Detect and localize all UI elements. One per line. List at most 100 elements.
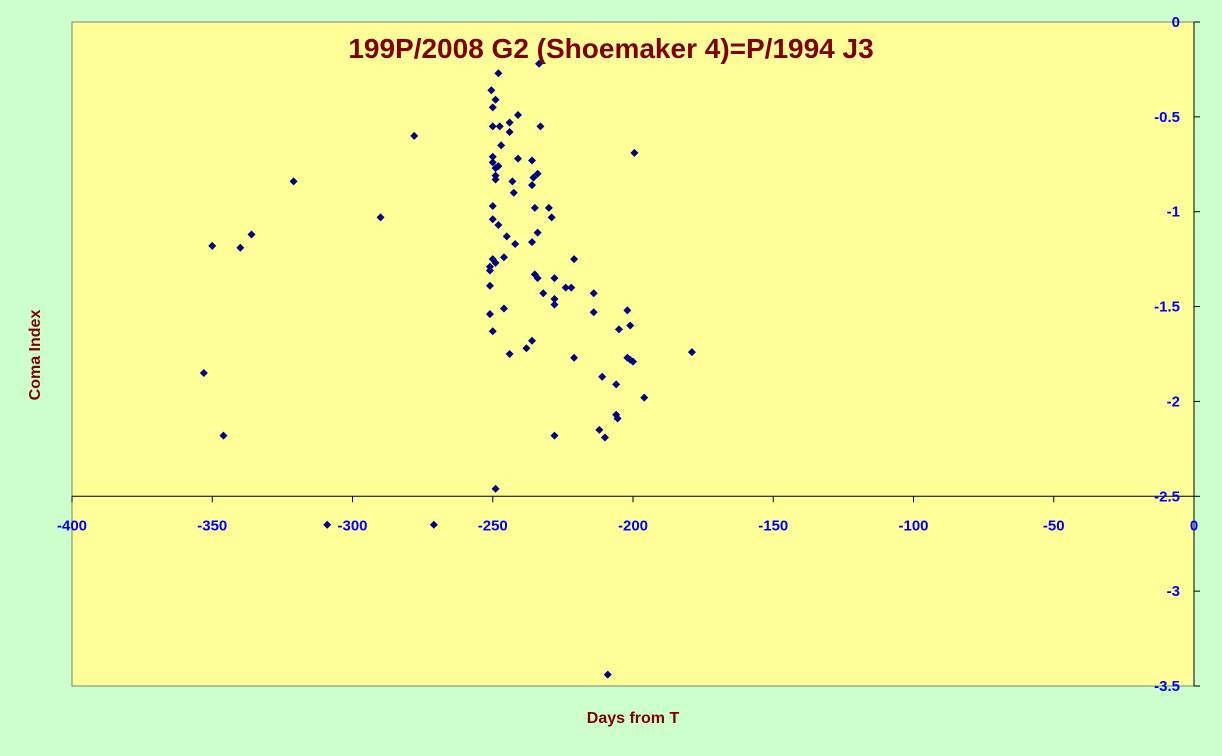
data-point bbox=[570, 353, 579, 362]
y-tick-label: -2.5 bbox=[1154, 488, 1180, 505]
x-tick-label: 0 bbox=[1190, 517, 1198, 534]
y-ticks: 0 -0.5 -1 -1.5 -2 -2.5 -3 -3.5 bbox=[1154, 14, 1200, 695]
data-point bbox=[533, 228, 542, 237]
x-tick-label: -50 bbox=[1043, 517, 1065, 534]
data-point bbox=[505, 128, 514, 137]
data-point bbox=[236, 243, 245, 252]
y-tick-label: -1.5 bbox=[1154, 299, 1180, 316]
data-point bbox=[550, 294, 559, 303]
data-point bbox=[533, 169, 542, 178]
data-point bbox=[544, 203, 553, 212]
data-point bbox=[687, 348, 696, 357]
data-point bbox=[488, 103, 497, 112]
data-point bbox=[522, 344, 531, 353]
data-points bbox=[199, 59, 696, 679]
data-point bbox=[488, 327, 497, 336]
data-point bbox=[614, 325, 623, 334]
data-point bbox=[487, 86, 496, 95]
data-point bbox=[536, 122, 545, 131]
x-tick-label: -350 bbox=[197, 517, 227, 534]
data-point bbox=[488, 152, 497, 161]
data-point bbox=[485, 310, 494, 319]
x-tick-label: -400 bbox=[57, 517, 87, 534]
data-point bbox=[497, 141, 506, 150]
data-point bbox=[488, 202, 497, 211]
x-tick-label: -300 bbox=[337, 517, 367, 534]
data-point bbox=[629, 357, 637, 366]
chart-title: 199P/2008 G2 (Shoemaker 4)=P/1994 J3 bbox=[348, 33, 873, 64]
data-point bbox=[626, 321, 635, 330]
y-tick-label: -2 bbox=[1167, 393, 1180, 410]
data-point bbox=[528, 156, 537, 165]
data-point bbox=[488, 215, 497, 224]
data-point bbox=[491, 175, 500, 184]
y-tick-label: 0 bbox=[1172, 14, 1180, 31]
data-point bbox=[550, 431, 559, 440]
data-point bbox=[567, 283, 576, 292]
data-point bbox=[247, 230, 256, 239]
data-point bbox=[494, 162, 503, 171]
data-point bbox=[491, 258, 500, 267]
y-tick-label: -3 bbox=[1167, 583, 1180, 600]
x-tick-label: -100 bbox=[898, 517, 928, 534]
data-point bbox=[508, 177, 517, 186]
data-point bbox=[528, 336, 537, 345]
data-point bbox=[499, 253, 508, 262]
data-point bbox=[505, 118, 514, 127]
y-tick-label: -1 bbox=[1167, 204, 1180, 221]
plot-area bbox=[71, 21, 1195, 687]
data-point bbox=[376, 213, 385, 222]
data-point bbox=[429, 520, 438, 529]
data-point bbox=[208, 241, 217, 250]
data-point bbox=[511, 239, 520, 248]
data-point bbox=[502, 232, 511, 241]
data-point bbox=[488, 122, 497, 131]
data-point bbox=[603, 670, 612, 679]
data-point bbox=[529, 173, 538, 182]
x-axis-title: Days from T bbox=[587, 710, 680, 727]
data-point bbox=[530, 203, 539, 212]
data-point bbox=[505, 350, 514, 358]
data-point bbox=[589, 308, 598, 317]
data-point bbox=[495, 122, 504, 131]
y-tick-label: -3.5 bbox=[1154, 678, 1180, 695]
data-point bbox=[513, 110, 522, 119]
data-point bbox=[623, 306, 632, 315]
y-tick-label: -0.5 bbox=[1154, 109, 1180, 126]
data-point bbox=[550, 274, 559, 283]
data-point bbox=[613, 414, 622, 423]
data-point bbox=[528, 181, 537, 190]
data-point bbox=[535, 59, 544, 68]
data-point bbox=[570, 255, 579, 264]
data-point bbox=[600, 433, 609, 442]
data-point bbox=[509, 188, 518, 197]
data-point bbox=[513, 154, 522, 163]
data-point bbox=[323, 520, 332, 529]
data-point bbox=[630, 148, 639, 157]
data-point bbox=[488, 158, 497, 167]
data-point bbox=[494, 69, 503, 78]
data-point bbox=[598, 372, 607, 381]
x-tick-label: -200 bbox=[618, 517, 648, 534]
data-point bbox=[494, 220, 503, 229]
data-point bbox=[550, 300, 559, 309]
y-axis-title: Coma Index bbox=[27, 310, 44, 401]
data-point bbox=[199, 368, 208, 377]
x-tick-label: -150 bbox=[758, 517, 788, 534]
data-point bbox=[640, 393, 649, 402]
data-point bbox=[289, 177, 298, 186]
data-point bbox=[589, 289, 598, 298]
data-point bbox=[547, 213, 556, 222]
data-point bbox=[219, 431, 228, 440]
data-point bbox=[539, 289, 548, 298]
data-point bbox=[612, 380, 621, 389]
data-point bbox=[533, 274, 542, 283]
data-point bbox=[491, 95, 500, 104]
data-point bbox=[499, 304, 508, 313]
axes: -400 -350 -300 -250 -200 -150 -100 -50 0 0 -0.5 -1… bbox=[57, 14, 1200, 695]
data-point bbox=[561, 283, 570, 292]
x-ticks: -400 -350 -300 -250 -200 -150 -100 -50 0 bbox=[57, 496, 1198, 534]
x-tick-label: -250 bbox=[478, 517, 508, 534]
